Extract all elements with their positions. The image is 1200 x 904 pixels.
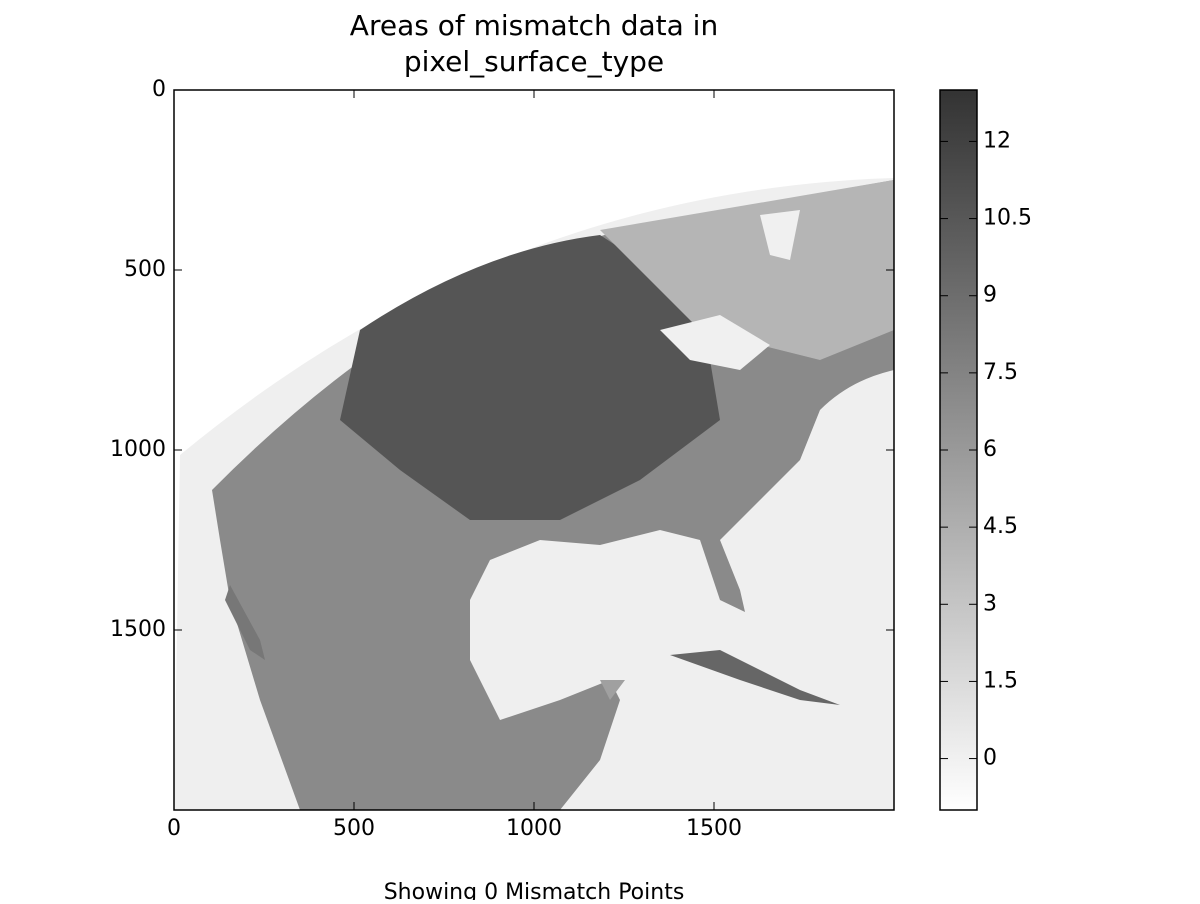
colorbar-tick-label: 6 bbox=[983, 437, 997, 462]
colorbar-tick-label: 7.5 bbox=[983, 360, 1018, 385]
y-tick-label: 1000 bbox=[110, 437, 166, 462]
colorbar-tick-label: 12 bbox=[983, 128, 1011, 153]
y-tick-label: 500 bbox=[124, 257, 166, 282]
x-tick-label: 1500 bbox=[686, 816, 742, 841]
colorbar-tick-label: 9 bbox=[983, 283, 997, 308]
x-tick-label: 1000 bbox=[506, 816, 562, 841]
x-tick-label: 500 bbox=[333, 816, 375, 841]
colorbar-tick-label: 0 bbox=[983, 746, 997, 771]
y-tick-label: 1500 bbox=[110, 617, 166, 642]
colorbar-tick-label: 3 bbox=[983, 591, 997, 616]
colorbar-tick-label: 10.5 bbox=[983, 206, 1032, 231]
chart-title: Areas of mismatch data in pixel_surface_… bbox=[349, 9, 719, 78]
map-image bbox=[174, 90, 894, 810]
colorbar-tick-label: 1.5 bbox=[983, 668, 1018, 693]
x-axis-label: Showing 0 Mismatch Points bbox=[384, 880, 685, 900]
x-tick-label: 0 bbox=[167, 816, 181, 841]
colorbar-tick-label: 4.5 bbox=[983, 514, 1018, 539]
y-tick-label: 0 bbox=[152, 77, 166, 102]
